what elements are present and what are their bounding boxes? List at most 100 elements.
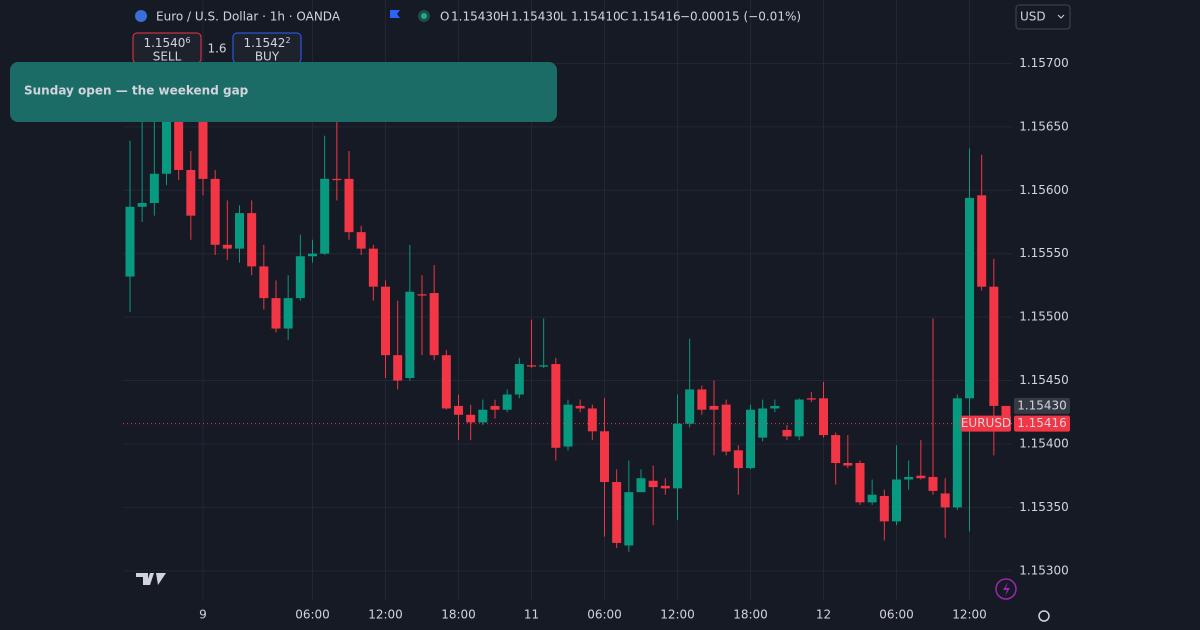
candle-body [478, 409, 488, 423]
candle-body [295, 256, 305, 299]
candle-body [368, 248, 378, 287]
candle-body [149, 173, 159, 203]
candle-body [174, 120, 184, 170]
lightning [1003, 582, 1010, 596]
settings-icon[interactable] [1038, 610, 1050, 622]
candles [123, 90, 1012, 552]
candle-body [563, 404, 573, 447]
candle-body [928, 476, 938, 491]
candle-body [502, 394, 512, 410]
candle-body [806, 398, 816, 400]
currency: USD [1020, 10, 1046, 24]
y-tick-label: 1.15650 [1019, 119, 1069, 133]
candle-body [162, 120, 171, 174]
candle-body [697, 389, 707, 410]
x-tick-label: 12:00 [660, 608, 695, 622]
candle-body [454, 405, 463, 415]
candle-body [441, 355, 451, 409]
candle-body [514, 364, 524, 395]
candle-body [965, 197, 974, 399]
banner-text: Sunday open — the weekend gap [24, 84, 249, 98]
buy-label: BUY [255, 50, 280, 64]
candle-body [551, 364, 561, 448]
ohlc-value: 1.15430 [511, 10, 561, 24]
y-tick-label: 1.15500 [1019, 310, 1069, 324]
dropdown-caret [1057, 14, 1065, 19]
flag [390, 10, 400, 18]
candle-body [356, 232, 366, 249]
candle-body [831, 435, 841, 464]
candle-body [587, 408, 597, 432]
price-label: 1.15416 [1017, 416, 1067, 430]
candle-body [247, 213, 257, 267]
candle-body [794, 399, 804, 437]
symbol-title: Euro / U.S. Dollar · 1h · OANDA [156, 10, 341, 24]
status-dot [421, 13, 427, 19]
candle-body [466, 414, 476, 423]
y-tick-label: 1.15300 [1019, 563, 1069, 577]
overlay: Euro / U.S. Dollar · 1h · OANDA O 1.15430… [10, 4, 1071, 622]
candle-body [210, 178, 220, 245]
candle-body [636, 478, 646, 493]
currency-select[interactable] [1015, 4, 1071, 30]
symbol-label: EURUSD [961, 416, 1011, 430]
banner [10, 62, 557, 122]
candle-body [904, 476, 914, 480]
x-tick-label: 12:00 [952, 608, 987, 622]
ohlc-letter: O [440, 10, 449, 24]
candle-body [855, 463, 865, 503]
candle-body [867, 494, 877, 503]
candle-body [782, 430, 792, 437]
ohlc-value: 1.15430 [451, 10, 501, 24]
candle-body [320, 178, 330, 254]
buy-price: 1.15422 [243, 36, 290, 50]
ohlc-letter: H [500, 10, 509, 24]
y-tick-label: 1.15400 [1019, 436, 1069, 450]
candle-body [648, 480, 658, 488]
candle-body [417, 294, 427, 296]
candle-body [222, 244, 232, 249]
candle-body [624, 492, 634, 546]
logo [136, 573, 166, 585]
candle-body [198, 120, 208, 179]
high-marker-label: 1.15430 [1017, 398, 1067, 412]
candle-body [758, 408, 768, 438]
candle-body [746, 409, 755, 469]
candle-body [685, 389, 695, 424]
high-marker-box [1014, 397, 1070, 414]
candle-body [843, 463, 853, 466]
candle-body [405, 291, 415, 379]
candle-body [1001, 405, 1011, 424]
lightning-icon[interactable] [995, 578, 1017, 600]
candle-body [879, 495, 889, 522]
candle-body [673, 423, 682, 489]
ohlc-value: 1.15410 [571, 10, 621, 24]
ohlc-letter: L [560, 10, 567, 24]
spread: 1.6 [207, 42, 226, 56]
candle-body [429, 293, 439, 356]
buy-price-sup: 2 [285, 36, 290, 45]
y-tick-label: 1.15700 [1019, 56, 1069, 70]
candle-body [819, 398, 828, 436]
y-tick-label: 1.15600 [1019, 183, 1069, 197]
candle-body [235, 213, 244, 249]
sell-price-sup: 6 [185, 36, 190, 45]
sell-price-main: 1.1540 [143, 36, 185, 50]
ohlc-letter: C [620, 10, 628, 24]
y-tick-label: 1.15350 [1019, 500, 1069, 514]
x-tick-label: 06:00 [295, 608, 330, 622]
candle-body [612, 482, 622, 543]
candle-body [721, 404, 731, 452]
candle-body [977, 195, 987, 287]
candle-body [308, 253, 317, 257]
candle-body [770, 405, 780, 409]
x-tick-label: 06:00 [587, 608, 622, 622]
candle-body [989, 286, 999, 406]
candle-body [283, 298, 293, 329]
candle-body [393, 355, 403, 381]
symbol-box [961, 415, 1011, 432]
flag-icon [135, 10, 147, 22]
candle-body [600, 431, 609, 483]
